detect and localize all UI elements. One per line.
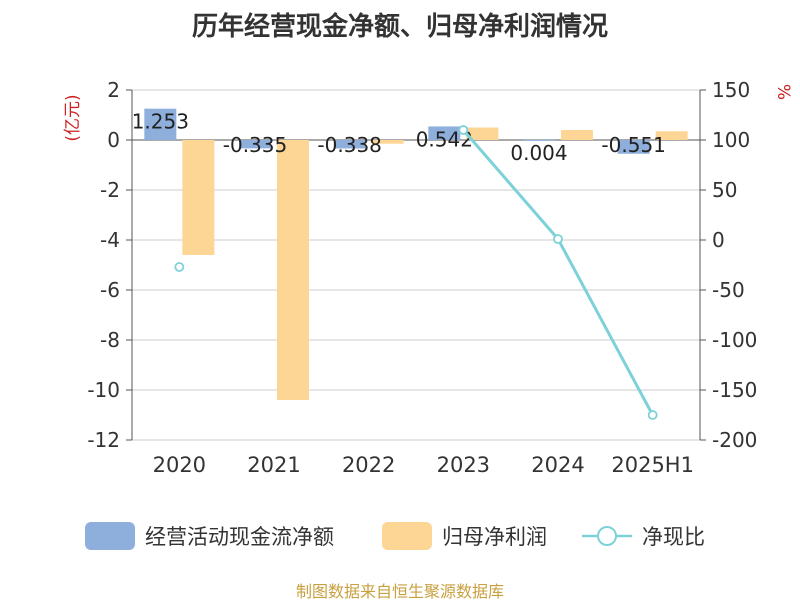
line-segment-cash-ratio <box>556 238 654 416</box>
left-tick-label: 2 <box>107 78 120 102</box>
source-note: 制图数据来自恒生聚源数据库 <box>295 582 504 601</box>
legend-swatch-cashflow <box>85 522 135 550</box>
chart-title: 历年经营现金净额、归母净利润情况 <box>191 12 608 42</box>
bar-cashflow <box>333 140 366 149</box>
bar-net-profit <box>371 140 404 144</box>
bar-cashflow <box>239 140 271 149</box>
left-tick-label: -2 <box>100 178 120 202</box>
line-point-cash-ratio <box>553 234 563 244</box>
right-tick-label: -150 <box>712 378 757 402</box>
right-tick-label: -200 <box>712 428 757 452</box>
bar-data-label: 0.004 <box>510 141 567 165</box>
bar-net-profit <box>466 127 499 140</box>
left-tick-label: -6 <box>100 278 120 302</box>
bar-net-profit <box>561 130 593 140</box>
legend-swatch-cash-ratio <box>582 526 632 546</box>
right-tick-label: 100 <box>712 128 750 152</box>
x-tick-label: 2024 <box>531 453 584 477</box>
x-tick-label: 2020 <box>153 453 206 477</box>
legend-label-net-profit: 归母净利润 <box>442 525 547 549</box>
left-tick-label: -12 <box>87 428 120 452</box>
bar-cashflow <box>617 140 650 154</box>
left-tick-label: -8 <box>100 328 120 352</box>
right-tick-label: 50 <box>712 178 737 202</box>
right-tick-label: 0 <box>712 228 725 252</box>
legend-item-cash-ratio[interactable]: 净现比 <box>582 516 705 556</box>
legend-item-cashflow[interactable]: 经营活动现金流净额 <box>85 516 334 556</box>
bar-cashflow <box>428 126 461 140</box>
legend: 经营活动现金流净额 归母净利润 净现比 <box>0 516 800 556</box>
bar-data-label: -0.551 <box>601 133 665 157</box>
right-tick-label: 150 <box>712 78 750 102</box>
left-tick-label: 0 <box>107 128 120 152</box>
legend-item-net-profit[interactable]: 归母净利润 <box>382 516 547 556</box>
left-axis-label: (亿元) <box>63 94 83 141</box>
bar-net-profit <box>182 140 215 255</box>
left-tick-label: -10 <box>87 378 120 402</box>
bar-cashflow <box>144 108 177 140</box>
bar-data-label: -0.338 <box>317 133 381 157</box>
x-tick-label: 2021 <box>247 453 300 477</box>
right-axis-label: % <box>773 84 793 100</box>
bar-net-profit <box>655 131 688 140</box>
line-point-cash-ratio <box>458 125 469 135</box>
x-tick-label: 2022 <box>342 453 395 477</box>
bar-net-profit <box>277 140 309 400</box>
legend-swatch-net-profit <box>382 522 432 550</box>
bar-cashflow <box>523 139 555 141</box>
x-tick-label: 2025H1 <box>611 453 694 477</box>
line-point-cash-ratio <box>174 262 185 272</box>
bar-data-label: 1.253 <box>132 110 189 134</box>
right-tick-label: -100 <box>712 328 757 352</box>
left-tick-label: -4 <box>100 228 120 252</box>
bar-data-label: -0.335 <box>223 133 287 157</box>
line-point-cash-ratio <box>647 410 658 420</box>
line-segment-cash-ratio <box>462 129 560 240</box>
x-tick-label: 2023 <box>437 453 490 477</box>
legend-label-cashflow: 经营活动现金流净额 <box>145 525 334 549</box>
right-tick-label: -50 <box>712 278 745 302</box>
legend-label-cash-ratio: 净现比 <box>642 525 705 549</box>
